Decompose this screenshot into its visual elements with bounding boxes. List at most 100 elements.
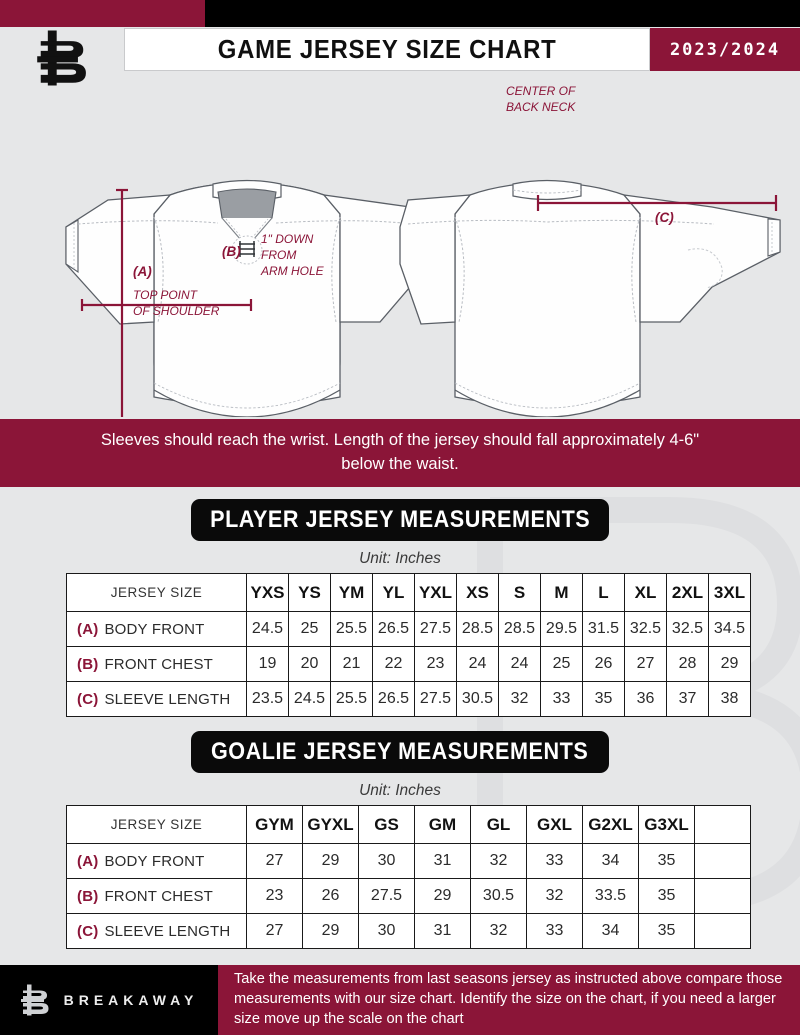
measurement-cell: 27 xyxy=(246,913,303,949)
page-header: GAME JERSEY SIZE CHART 2023/2024 xyxy=(0,27,800,85)
measurement-cell: 38 xyxy=(708,681,751,717)
page-footer: BREAKAWAY Take the measurements from las… xyxy=(0,965,800,1035)
measurement-cell: 34 xyxy=(582,843,639,879)
measurement-cell: 35 xyxy=(582,681,625,717)
player-section-badge-text: PLAYER JERSEY MEASUREMENTS xyxy=(209,506,591,533)
table-header-row: JERSEY SIZE YXS YS YM YL YXL XS S M L XL 2XL 3XL xyxy=(66,573,751,612)
measurement-cell: 30 xyxy=(358,913,415,949)
callout-b-label: (B) xyxy=(222,244,241,259)
jersey-size-header: JERSEY SIZE xyxy=(66,805,247,844)
table-row: (A) BODY FRONT 27 29 30 31 32 33 34 35 xyxy=(66,843,751,879)
measurement-cell: 26.5 xyxy=(372,681,415,717)
measurement-cell: 30.5 xyxy=(456,681,499,717)
measurement-line-c xyxy=(536,195,778,211)
jersey-back-view xyxy=(399,179,781,417)
measurement-cell-blank xyxy=(694,843,751,879)
callout-a-note-1: TOP POINT xyxy=(133,288,199,302)
measurement-cell: 32 xyxy=(470,913,527,949)
measurement-cell: 35 xyxy=(638,843,695,879)
table-row: (B) FRONT CHEST 19 20 21 22 23 24 24 25 26 27 28 29 xyxy=(66,646,751,682)
measurement-cell: 32 xyxy=(470,843,527,879)
size-header-yxs: YXS xyxy=(246,573,289,612)
size-header-g2xl: G2XL xyxy=(582,805,639,844)
callout-c-note-1: CENTER OF xyxy=(506,84,576,98)
size-header-xs: XS xyxy=(456,573,499,612)
measurement-cell-blank xyxy=(694,913,751,949)
size-header-blank xyxy=(694,805,751,844)
measurement-tag: (B) xyxy=(77,887,99,905)
measurement-cell: 23 xyxy=(246,878,303,914)
measurement-cell: 37 xyxy=(666,681,709,717)
measurement-cell: 24 xyxy=(456,646,499,682)
sleeve-note-text: Sleeves should reach the wrist. Length o… xyxy=(100,431,700,473)
measurement-cell: 28 xyxy=(666,646,709,682)
measurement-cell: 24 xyxy=(498,646,541,682)
table-row: (C) SLEEVE LENGTH 23.5 24.5 25.5 26.5 27.5 30.5… xyxy=(66,681,751,717)
footer-brand-text: BREAKAWAY xyxy=(63,992,199,1008)
measurement-label: (C) SLEEVE LENGTH xyxy=(66,681,247,717)
footer-instructions-text: Take the measurements from last seasons … xyxy=(234,971,783,1027)
measurement-cell: 33 xyxy=(540,681,583,717)
measurement-cell: 26.5 xyxy=(372,611,415,647)
measurement-cell: 32.5 xyxy=(624,611,667,647)
table-row: (A) BODY FRONT 24.5 25 25.5 26.5 27.5 28.5 28.5 2… xyxy=(66,611,751,647)
top-accent-bar-black xyxy=(205,0,800,27)
measurement-line-b xyxy=(80,299,253,311)
measurement-cell: 35 xyxy=(638,878,695,914)
goalie-section-badge: GOALIE JERSEY MEASUREMENTS xyxy=(191,731,609,773)
measurement-label: (C) SLEEVE LENGTH xyxy=(66,913,247,949)
measurement-cell: 29 xyxy=(302,843,359,879)
size-header-2xl: 2XL xyxy=(666,573,709,612)
measurement-label: (B) FRONT CHEST xyxy=(66,878,247,914)
callout-c-note-2: BACK NECK xyxy=(506,100,576,114)
size-header-gl: GL xyxy=(470,805,527,844)
measurement-label: (A) BODY FRONT xyxy=(66,843,247,879)
measurement-cell: 25 xyxy=(288,611,331,647)
goalie-section-badge-text: GOALIE JERSEY MEASUREMENTS xyxy=(211,738,589,765)
measurement-cell: 32 xyxy=(526,878,583,914)
measurement-tag: (C) xyxy=(77,690,99,708)
size-header-yl: YL xyxy=(372,573,415,612)
player-measurements-table: JERSEY SIZE YXS YS YM YL YXL XS S M L XL 2XL 3XL (A)… xyxy=(66,573,751,717)
size-header-xl: XL xyxy=(624,573,667,612)
callout-b-note-3: ARM HOLE xyxy=(260,264,325,278)
measurement-cell: 26 xyxy=(302,878,359,914)
size-header-gyxl: GYXL xyxy=(302,805,359,844)
jersey-size-header: JERSEY SIZE xyxy=(66,573,247,612)
measurement-cell: 30 xyxy=(358,843,415,879)
measurement-cell: 31 xyxy=(414,913,471,949)
measurement-line-a xyxy=(116,188,128,417)
player-section-badge: PLAYER JERSEY MEASUREMENTS xyxy=(191,499,609,541)
measurement-cell: 28.5 xyxy=(498,611,541,647)
table-header-row: JERSEY SIZE GYM GYXL GS GM GL GXL G2XL G3XL xyxy=(66,805,751,844)
measurement-cell: 31.5 xyxy=(582,611,625,647)
measurement-tag: (A) xyxy=(77,620,99,638)
measurement-label: (A) BODY FRONT xyxy=(66,611,247,647)
callout-b-note-1: 1" DOWN xyxy=(261,232,314,246)
measurement-cell: 29 xyxy=(302,913,359,949)
measurement-cell: 36 xyxy=(624,681,667,717)
measurement-cell: 22 xyxy=(372,646,415,682)
measurement-cell: 19 xyxy=(246,646,289,682)
header-logo xyxy=(0,27,124,85)
measurement-cell: 27.5 xyxy=(414,611,457,647)
measurement-cell: 35 xyxy=(638,913,695,949)
goalie-measurements-table: JERSEY SIZE GYM GYXL GS GM GL GXL G2XL G3XL (A) B… xyxy=(66,805,751,949)
top-accent-bar-maroon xyxy=(0,0,205,27)
size-header-yxl: YXL xyxy=(414,573,457,612)
measurement-cell: 31 xyxy=(414,843,471,879)
player-unit-label: Unit: Inches xyxy=(359,550,441,567)
measurement-cell: 25.5 xyxy=(330,681,373,717)
page-title-text: GAME JERSEY SIZE CHART xyxy=(217,34,557,64)
measurement-cell: 29 xyxy=(708,646,751,682)
size-header-gs: GS xyxy=(358,805,415,844)
measurement-cell: 20 xyxy=(288,646,331,682)
size-header-gxl: GXL xyxy=(526,805,583,844)
goalie-unit-label: Unit: Inches xyxy=(359,782,441,799)
footer-brand: BREAKAWAY xyxy=(0,965,218,1035)
measurement-cell: 23.5 xyxy=(246,681,289,717)
measurement-cell: 27 xyxy=(624,646,667,682)
measurement-cell: 34.5 xyxy=(708,611,751,647)
size-header-gm: GM xyxy=(414,805,471,844)
measurement-cell: 28.5 xyxy=(456,611,499,647)
